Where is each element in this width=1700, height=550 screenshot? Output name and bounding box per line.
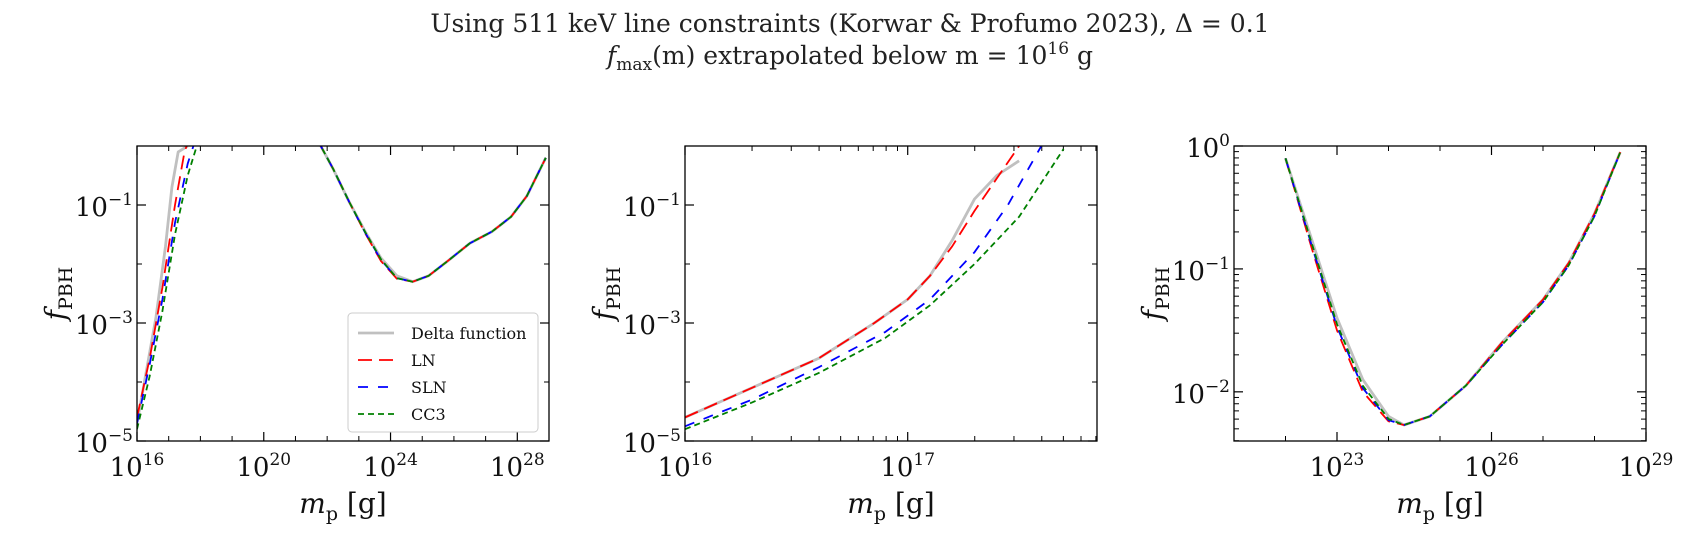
y-tick-label: 10−1 [623, 190, 681, 223]
y-tick-label: 100 [1186, 131, 1230, 164]
series-line [319, 146, 548, 284]
panels: 1016 1020 1024 1028 10−5 10−3 10−1 mp [g] fPBH De… [39, 131, 1673, 525]
y-axis-label: fPBH [1136, 267, 1174, 323]
x-tick-label: 1028 [490, 450, 545, 483]
title-unit: g [1069, 41, 1093, 70]
series-line [319, 146, 547, 283]
series-line [137, 146, 195, 424]
x-axis-label: mp [g] [299, 487, 386, 525]
series-line [685, 146, 1043, 428]
y-tick-label: 10−5 [623, 426, 681, 459]
series-line [1284, 151, 1622, 426]
title-rest: (m) extrapolated below m = 10 [652, 41, 1047, 70]
figure-title-line2: fmax(m) extrapolated below m = 1016 g [605, 39, 1093, 75]
series-line [319, 146, 547, 283]
minor-ticks [137, 146, 549, 441]
x-tick-label: 1029 [1619, 450, 1674, 483]
axes-frame [136, 145, 550, 442]
series-line [685, 146, 1020, 419]
legend-label: CC3 [411, 405, 446, 424]
x-tick-label: 1024 [363, 450, 418, 483]
figure-title-line1: Using 511 keV line constraints (Korwar &… [430, 9, 1269, 38]
y-tick-label: 10−1 [75, 190, 133, 223]
axes-frame [1233, 145, 1647, 442]
title-f: f [605, 41, 620, 70]
series-line [685, 159, 1020, 419]
y-tick-label: 10−2 [1172, 377, 1230, 410]
panel-1: 1016 1020 1024 1028 10−5 10−3 10−1 mp [g] fPBH De… [39, 145, 550, 525]
x-tick-label: 1023 [1310, 450, 1365, 483]
series-line [137, 146, 198, 430]
legend-box [347, 312, 539, 433]
title-sub: max [616, 55, 652, 75]
legend-label: Delta function [411, 324, 526, 343]
legend-label: LN [411, 351, 436, 370]
series-line [1284, 151, 1622, 427]
series-line [1284, 151, 1622, 426]
x-tick-label: 1020 [236, 450, 291, 483]
x-tick-label: 1026 [1464, 450, 1519, 483]
series-line [319, 146, 547, 283]
x-tick-label: 1016 [658, 450, 713, 483]
title-exp: 16 [1047, 39, 1069, 59]
y-axis-label: fPBH [39, 267, 77, 323]
legend: Delta function LN SLN CC3 [347, 312, 539, 433]
y-tick-label: 10−5 [75, 426, 133, 459]
x-axis-label: mp [g] [847, 487, 934, 525]
y-tick-label: 10−3 [75, 308, 133, 341]
series-line [1284, 151, 1622, 426]
y-tick-label: 10−1 [1172, 254, 1230, 287]
panel-2: 1016 1017 10−5 10−3 10−1 mp [g] fPBH [587, 145, 1098, 525]
y-tick-label: 10−3 [623, 308, 681, 341]
minor-ticks [685, 146, 1097, 441]
x-tick-label: 1017 [880, 450, 935, 483]
y-axis-label: fPBH [587, 267, 625, 323]
x-axis-label: mp [g] [1396, 487, 1483, 525]
x-tick-label: 1016 [110, 450, 165, 483]
series-lines [1284, 151, 1622, 427]
series-lines [137, 146, 548, 430]
legend-label: SLN [411, 378, 447, 397]
panel-3: 1023 1026 1029 10−2 10−1 100 mp [g] fPBH [1136, 131, 1673, 525]
series-line [137, 146, 188, 418]
series-lines [685, 146, 1065, 431]
series-line [685, 148, 1065, 431]
axes-frame [684, 145, 1098, 442]
